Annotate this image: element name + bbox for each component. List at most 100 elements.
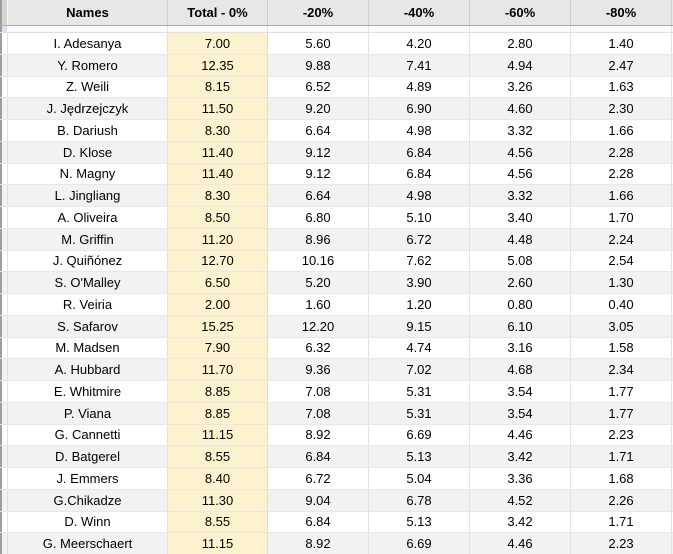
cell-value[interactable]: 2.28	[571, 163, 672, 185]
cell-value[interactable]: 6.64	[268, 120, 369, 141]
cell-value[interactable]: 3.90	[369, 272, 470, 293]
cell-value[interactable]: 6.32	[268, 337, 369, 359]
cell-total[interactable]: 8.15	[168, 76, 268, 98]
column-header-40[interactable]: -40%	[369, 0, 470, 25]
cell-total[interactable]: 8.55	[168, 446, 268, 467]
cell-value[interactable]: 6.80	[268, 207, 369, 228]
cell-value[interactable]: 4.46	[470, 533, 571, 554]
cell-value[interactable]: 6.90	[369, 98, 470, 119]
cell-value[interactable]: 1.40	[571, 33, 672, 54]
cell-value[interactable]: 9.36	[268, 359, 369, 380]
cell-value[interactable]: 4.60	[470, 98, 571, 119]
cell-value[interactable]: 7.08	[268, 402, 369, 424]
cell-name[interactable]: I. Adesanya	[8, 33, 168, 54]
cell-total[interactable]: 11.15	[168, 424, 268, 446]
cell-value[interactable]: 9.12	[268, 163, 369, 185]
cell-name[interactable]: A. Oliveira	[8, 207, 168, 228]
cell-value[interactable]: 3.54	[470, 402, 571, 424]
cell-name[interactable]: D. Batgerel	[8, 446, 168, 467]
cell-value[interactable]: 4.98	[369, 120, 470, 141]
cell-total[interactable]: 8.85	[168, 381, 268, 402]
cell-total[interactable]: 11.70	[168, 359, 268, 380]
cell-name[interactable]: D. Klose	[8, 141, 168, 163]
cell-value[interactable]: 5.31	[369, 381, 470, 402]
column-header-names[interactable]: Names	[8, 0, 168, 25]
cell-name[interactable]: Z. Weili	[8, 76, 168, 98]
cell-value[interactable]: 8.96	[268, 228, 369, 250]
cell-value[interactable]: 6.64	[268, 185, 369, 206]
cell-value[interactable]: 3.16	[470, 337, 571, 359]
cell-value[interactable]: 3.32	[470, 185, 571, 206]
cell-value[interactable]: 4.94	[470, 54, 571, 76]
cell-name[interactable]: P. Viana	[8, 402, 168, 424]
cell-total[interactable]: 8.30	[168, 185, 268, 206]
cell-value[interactable]: 3.42	[470, 446, 571, 467]
cell-total[interactable]: 8.85	[168, 402, 268, 424]
cell-value[interactable]: 3.32	[470, 120, 571, 141]
cell-value[interactable]: 9.12	[268, 141, 369, 163]
cell-total[interactable]: 8.30	[168, 120, 268, 141]
cell-total[interactable]: 12.70	[168, 250, 268, 272]
cell-value[interactable]: 5.08	[470, 250, 571, 272]
cell-name[interactable]: J. Quiñónez	[8, 250, 168, 272]
cell-value[interactable]: 1.66	[571, 185, 672, 206]
cell-total[interactable]: 11.50	[168, 98, 268, 119]
cell-name[interactable]: R. Veiria	[8, 294, 168, 315]
cell-name[interactable]: Y. Romero	[8, 54, 168, 76]
cell-value[interactable]: 6.84	[268, 511, 369, 533]
cell-value[interactable]: 4.20	[369, 33, 470, 54]
cell-total[interactable]: 8.40	[168, 468, 268, 489]
cell-value[interactable]: 1.63	[571, 76, 672, 98]
cell-name[interactable]: G. Cannetti	[8, 424, 168, 446]
cell-value[interactable]: 3.36	[470, 468, 571, 489]
cell-value[interactable]: 3.42	[470, 511, 571, 533]
cell-name[interactable]: S. O'Malley	[8, 272, 168, 293]
cell-name[interactable]: A. Hubbard	[8, 359, 168, 380]
cell-value[interactable]: 10.16	[268, 250, 369, 272]
cell-value[interactable]: 2.30	[571, 98, 672, 119]
cell-name[interactable]: D. Winn	[8, 511, 168, 533]
cell-value[interactable]: 8.92	[268, 533, 369, 554]
cell-value[interactable]: 9.04	[268, 489, 369, 511]
cell-value[interactable]: 4.46	[470, 424, 571, 446]
cell-value[interactable]: 1.60	[268, 294, 369, 315]
cell-value[interactable]: 4.48	[470, 228, 571, 250]
cell-total[interactable]: 12.35	[168, 54, 268, 76]
cell-value[interactable]: 2.23	[571, 533, 672, 554]
cell-name[interactable]: B. Dariush	[8, 120, 168, 141]
cell-value[interactable]: 5.31	[369, 402, 470, 424]
cell-value[interactable]: 6.72	[369, 228, 470, 250]
cell-value[interactable]: 6.69	[369, 424, 470, 446]
cell-value[interactable]: 2.47	[571, 54, 672, 76]
cell-value[interactable]: 1.30	[571, 272, 672, 293]
cell-value[interactable]: 9.88	[268, 54, 369, 76]
cell-value[interactable]: 5.13	[369, 511, 470, 533]
cell-value[interactable]: 6.72	[268, 468, 369, 489]
cell-value[interactable]: 1.71	[571, 511, 672, 533]
cell-value[interactable]: 5.04	[369, 468, 470, 489]
cell-value[interactable]: 9.15	[369, 315, 470, 337]
cell-value[interactable]: 4.98	[369, 185, 470, 206]
cell-value[interactable]: 1.68	[571, 468, 672, 489]
cell-name[interactable]: J. Jędrzejczyk	[8, 98, 168, 119]
cell-value[interactable]: 12.20	[268, 315, 369, 337]
cell-name[interactable]: S. Safarov	[8, 315, 168, 337]
cell-value[interactable]: 4.68	[470, 359, 571, 380]
cell-value[interactable]: 2.80	[470, 33, 571, 54]
cell-value[interactable]: 5.10	[369, 207, 470, 228]
cell-total[interactable]: 11.20	[168, 228, 268, 250]
cell-value[interactable]: 0.80	[470, 294, 571, 315]
cell-value[interactable]: 1.70	[571, 207, 672, 228]
cell-value[interactable]: 7.02	[369, 359, 470, 380]
column-header-20[interactable]: -20%	[268, 0, 369, 25]
cell-value[interactable]: 4.89	[369, 76, 470, 98]
cell-total[interactable]: 11.30	[168, 489, 268, 511]
cell-value[interactable]: 3.40	[470, 207, 571, 228]
cell-name[interactable]: L. Jingliang	[8, 185, 168, 206]
cell-total[interactable]: 7.00	[168, 33, 268, 54]
cell-name[interactable]: M. Madsen	[8, 337, 168, 359]
cell-value[interactable]: 1.58	[571, 337, 672, 359]
cell-value[interactable]: 8.92	[268, 424, 369, 446]
cell-value[interactable]: 3.05	[571, 315, 672, 337]
cell-name[interactable]: G. Meerschaert	[8, 533, 168, 554]
